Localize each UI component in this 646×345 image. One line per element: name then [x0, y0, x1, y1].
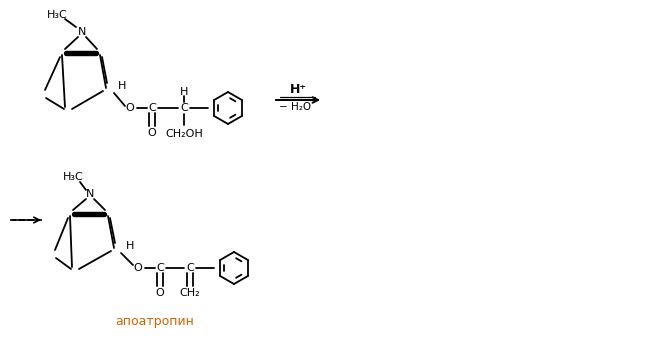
- Text: CH₂OH: CH₂OH: [165, 129, 203, 139]
- Text: H: H: [118, 81, 126, 91]
- Text: H: H: [126, 241, 134, 251]
- Text: O: O: [156, 288, 164, 298]
- Text: апоатропин: апоатропин: [116, 315, 194, 328]
- Text: H: H: [180, 87, 188, 97]
- Text: C: C: [156, 263, 164, 273]
- Text: − H₂O: − H₂O: [279, 102, 311, 112]
- Text: H₃C: H₃C: [63, 172, 83, 182]
- Text: O: O: [134, 263, 142, 273]
- Text: N: N: [86, 189, 94, 199]
- Text: C: C: [148, 103, 156, 113]
- Text: H⁺: H⁺: [289, 82, 306, 96]
- Text: O: O: [125, 103, 134, 113]
- Text: H₃C: H₃C: [47, 10, 67, 20]
- Text: CH₂: CH₂: [180, 288, 200, 298]
- Text: N: N: [78, 27, 86, 37]
- Text: O: O: [148, 128, 156, 138]
- Text: C: C: [180, 103, 188, 113]
- Text: C: C: [186, 263, 194, 273]
